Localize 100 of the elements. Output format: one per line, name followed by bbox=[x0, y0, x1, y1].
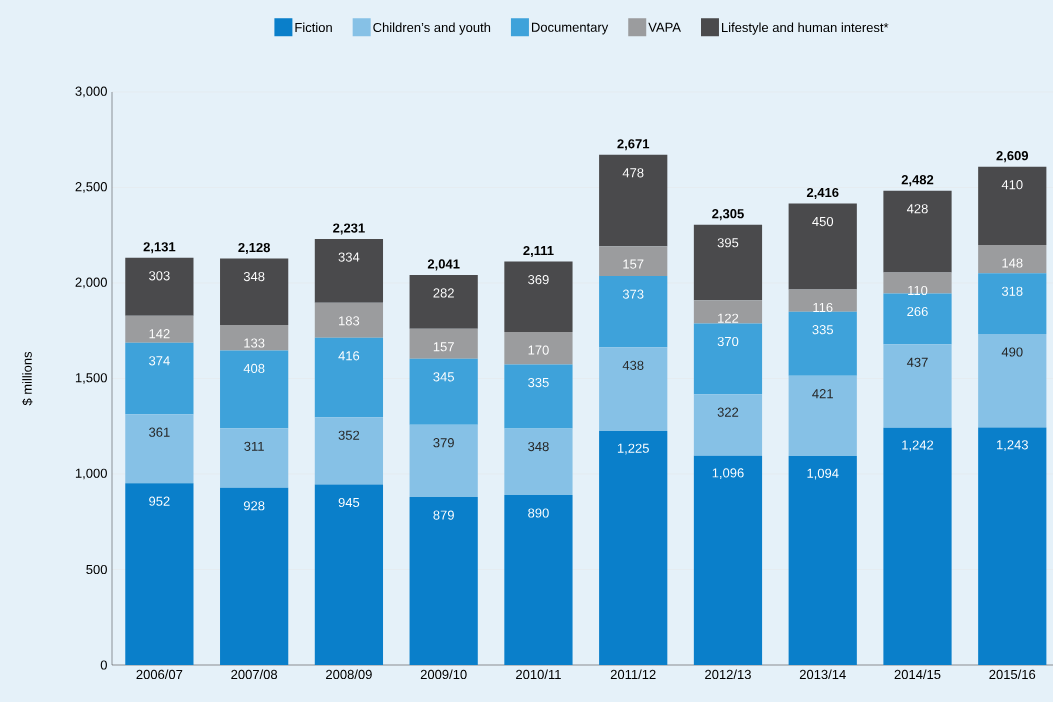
total-label: 2,128 bbox=[238, 242, 271, 255]
total-label: 2,305 bbox=[712, 209, 744, 221]
data-label: 952 bbox=[149, 496, 170, 506]
data-label: 928 bbox=[243, 501, 265, 511]
data-label: 478 bbox=[622, 168, 644, 178]
bar bbox=[125, 342, 194, 415]
data-label: 408 bbox=[243, 363, 265, 374]
data-label: 373 bbox=[622, 289, 644, 299]
bar bbox=[125, 315, 194, 343]
data-label: 437 bbox=[906, 357, 928, 367]
bar bbox=[314, 337, 384, 418]
bar bbox=[693, 455, 763, 665]
bar bbox=[314, 302, 384, 338]
bar bbox=[978, 273, 1047, 334]
bar bbox=[978, 427, 1047, 665]
y-tick-label: 1,500 bbox=[75, 373, 107, 384]
total-label: 2,416 bbox=[806, 187, 839, 200]
total-label: 2,131 bbox=[143, 242, 176, 254]
data-label: 361 bbox=[149, 427, 170, 437]
bar bbox=[409, 424, 478, 498]
data-label: 266 bbox=[907, 306, 928, 317]
bar bbox=[504, 495, 573, 665]
x-tick-label: 2009/10 bbox=[420, 669, 467, 680]
x-tick-label: 2010/11 bbox=[516, 669, 561, 680]
bar bbox=[788, 456, 857, 665]
y-tick-label: 0 bbox=[100, 660, 107, 670]
bar bbox=[409, 497, 478, 665]
data-label: 142 bbox=[149, 329, 170, 339]
bar bbox=[693, 394, 763, 456]
bar bbox=[693, 300, 763, 324]
bar bbox=[314, 484, 384, 665]
y-tick-label: 2,500 bbox=[75, 182, 107, 193]
legend-label: VAPA bbox=[648, 22, 681, 32]
data-label: 311 bbox=[244, 441, 264, 451]
y-tick-label: 500 bbox=[86, 564, 107, 575]
bar bbox=[220, 428, 289, 488]
data-label: 370 bbox=[717, 336, 739, 347]
bar bbox=[220, 350, 289, 429]
data-label: 122 bbox=[718, 313, 739, 323]
bar bbox=[788, 203, 857, 290]
legend-label: Fiction bbox=[295, 22, 332, 33]
bar bbox=[788, 311, 857, 376]
bar bbox=[883, 190, 952, 273]
total-label: 2,482 bbox=[901, 175, 934, 187]
bar bbox=[220, 487, 289, 665]
data-label: 890 bbox=[528, 508, 549, 518]
data-label: 450 bbox=[812, 216, 834, 227]
bar bbox=[314, 417, 384, 485]
x-tick-label: 2014/15 bbox=[894, 669, 941, 680]
bar bbox=[883, 293, 952, 345]
legend-label: Documentary bbox=[531, 22, 609, 35]
bar bbox=[599, 347, 668, 432]
data-label: 148 bbox=[1002, 258, 1023, 268]
bar bbox=[504, 364, 573, 429]
data-label: 282 bbox=[433, 288, 454, 298]
data-label: 879 bbox=[433, 510, 454, 520]
data-label: 334 bbox=[338, 252, 360, 262]
x-tick-label: 2006/07 bbox=[136, 669, 183, 680]
bar bbox=[883, 427, 952, 665]
data-label: 1,243 bbox=[996, 440, 1028, 451]
total-label: 2,671 bbox=[617, 139, 650, 151]
total-label: 2,041 bbox=[427, 259, 460, 271]
data-label: 170 bbox=[528, 345, 549, 355]
x-tick-label: 2007/08 bbox=[231, 669, 278, 680]
bar bbox=[978, 166, 1047, 245]
y-tick-label: 2,000 bbox=[75, 277, 107, 289]
data-label: 335 bbox=[528, 377, 549, 388]
data-label: 352 bbox=[338, 430, 360, 440]
bar bbox=[788, 289, 857, 312]
bar bbox=[599, 276, 668, 348]
data-label: 303 bbox=[149, 271, 170, 281]
y-tick-label: 1,000 bbox=[75, 468, 107, 480]
data-label: 116 bbox=[813, 302, 833, 313]
data-label: 490 bbox=[1001, 347, 1023, 357]
total-label: 2,231 bbox=[333, 223, 365, 235]
x-tick-label: 2011/12 bbox=[610, 669, 656, 680]
bar bbox=[125, 483, 194, 665]
data-label: 369 bbox=[528, 275, 549, 285]
x-tick-label: 2012/13 bbox=[705, 669, 751, 680]
data-label: 348 bbox=[528, 441, 549, 452]
x-tick-label: 2013/14 bbox=[799, 669, 846, 680]
bar bbox=[788, 375, 857, 457]
bar bbox=[220, 258, 289, 326]
bar bbox=[125, 257, 194, 316]
data-label: 110 bbox=[908, 285, 928, 296]
data-label: 421 bbox=[812, 389, 833, 399]
data-label: 428 bbox=[906, 204, 928, 214]
bar bbox=[409, 358, 478, 425]
data-label: 379 bbox=[433, 438, 454, 448]
data-label: 945 bbox=[338, 497, 360, 508]
data-label: 322 bbox=[717, 407, 739, 417]
data-label: 183 bbox=[339, 316, 360, 326]
bar bbox=[314, 239, 384, 303]
total-label: 2,609 bbox=[996, 151, 1029, 163]
bar bbox=[125, 414, 194, 484]
bar bbox=[504, 332, 573, 365]
bar bbox=[504, 428, 573, 496]
legend-label: Children’s and youth bbox=[373, 22, 491, 35]
total-label: 2,111 bbox=[523, 245, 554, 258]
data-label: 1,094 bbox=[807, 468, 839, 480]
